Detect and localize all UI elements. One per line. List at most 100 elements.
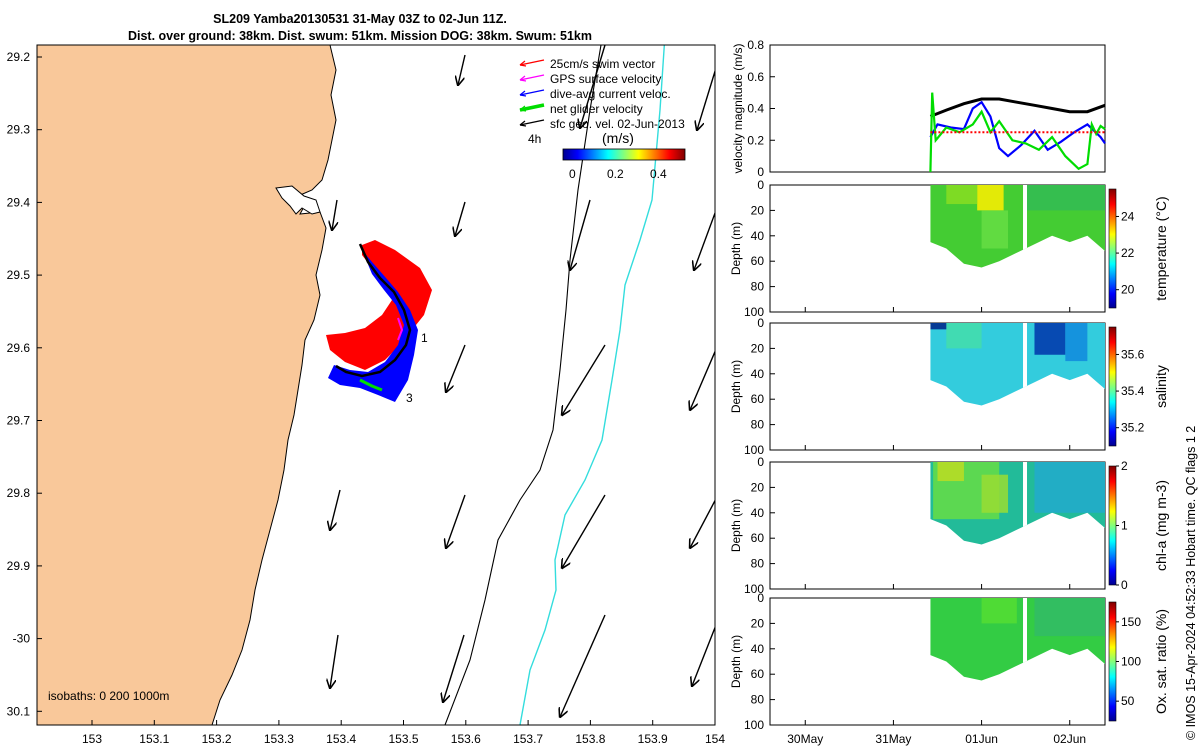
section-ylabel: Depth (m)	[729, 222, 743, 275]
section-ytick-label: 80	[751, 693, 765, 707]
section-colorbar	[1108, 465, 1117, 586]
time-xtick-label: 01Jun	[965, 732, 998, 746]
map-ytick-label: 29.3	[7, 123, 31, 137]
section-ytick-label: 80	[751, 280, 765, 294]
geo-velocity-arrow	[458, 54, 466, 85]
colorbar-tick-label: 22	[1121, 246, 1135, 260]
map-xtick-label: 153.7	[513, 732, 543, 746]
section-ytick-label: 80	[751, 418, 765, 432]
section-patch	[1034, 323, 1066, 355]
geo-velocity-arrow	[570, 199, 591, 270]
section-patch	[937, 462, 964, 482]
section-ytick-label: 100	[744, 582, 764, 596]
legend-label: net glider velocity	[550, 102, 643, 116]
geo-velocity-arrow	[562, 494, 606, 568]
section-ytick-label: 80	[751, 557, 765, 571]
section-patch	[1034, 462, 1105, 513]
section-ytick-label: 0	[757, 455, 764, 469]
section-ytick-label: 40	[751, 229, 765, 243]
section-ytick-label: 40	[751, 642, 765, 656]
section-patch	[981, 598, 1017, 624]
section-ylabel: Depth (m)	[729, 499, 743, 552]
map-ytick-label: 29.5	[7, 268, 31, 282]
legend-arrowhead	[519, 120, 527, 127]
map-ytick-label: 29.4	[7, 195, 31, 209]
section-ytick-label: 60	[751, 667, 765, 681]
colorbar-label: salinity	[1153, 365, 1169, 408]
net-velocity-segment	[359, 378, 383, 392]
isobath-200m	[444, 45, 602, 725]
land-area	[37, 45, 337, 725]
map-ytick-label: 29.2	[7, 50, 31, 64]
legend-label: sfc geo. vel. 02-Jun-2013	[550, 117, 685, 131]
legend-swatch	[519, 119, 545, 126]
legend-arrowhead	[519, 90, 527, 97]
track-label-1: 1	[421, 331, 428, 345]
colorbar-label: chl-a (mg m-3)	[1153, 480, 1169, 571]
time-xtick-label: 02Jun	[1053, 732, 1086, 746]
legend-arrowhead	[519, 105, 527, 112]
colorbar-tick-label: 100	[1121, 655, 1141, 669]
section-ylabel: Depth (m)	[729, 635, 743, 688]
legend-swatch	[519, 89, 545, 96]
section-ytick-label: 0	[757, 591, 764, 605]
section-patch	[977, 185, 1004, 211]
legend-label: dive-avg current veloc.	[550, 87, 671, 101]
section-ytick-label: 40	[751, 506, 765, 520]
section-panel: 0 20 40 60 80 100 Depth (m) 0 1 2 chl-a (mg m-3)	[729, 455, 1169, 596]
velocity-ytick-label: 0.4	[747, 102, 764, 116]
colorbar-tick-label: 35.6	[1121, 347, 1145, 361]
section-ytick-label: 20	[751, 480, 765, 494]
map-ytick-label: 29.7	[7, 414, 31, 428]
credit-text: © IMOS 15-Apr-2024 04:52:33 Hobart time.…	[1184, 425, 1198, 740]
velocity-series-line	[929, 100, 1106, 158]
velocity-ytick-label: 0.8	[747, 38, 764, 52]
geo-velocity-arrow	[332, 199, 337, 230]
speed-colorbar	[562, 148, 686, 161]
section-patch	[1034, 598, 1105, 637]
map-xtick-label: 154	[705, 732, 725, 746]
section-patch	[946, 185, 978, 205]
section-ytick-label: 0	[757, 316, 764, 330]
legend-swatch	[519, 74, 545, 81]
map-xtick-label: 153.4	[326, 732, 356, 746]
section-panel: 0 20 40 60 80 100 Depth (m) 20 22 24 temperature (…	[729, 178, 1169, 319]
geo-velocity-arrow	[690, 349, 715, 410]
glider-track	[326, 240, 432, 402]
section-ytick-label: 0	[757, 178, 764, 192]
colorbar-tick-label: 150	[1121, 615, 1141, 629]
map-ytick-label: 30.1	[7, 704, 31, 718]
section-patch	[1065, 323, 1088, 362]
section-patch	[930, 323, 947, 330]
velocity-ytick-label: 0.2	[747, 133, 764, 147]
map-ytick-label: 29.6	[7, 341, 31, 355]
colorbar-tick-label: 35.2	[1121, 421, 1145, 435]
colorbar-units: (m/s)	[602, 130, 634, 146]
chart-title-line-1: SL209 Yamba20130531 31-May 03Z to 02-Jun…	[213, 12, 507, 26]
section-ytick-label: 100	[744, 305, 764, 319]
velocity-series-line	[929, 97, 1106, 118]
dive-avg-vector-cluster	[328, 250, 418, 402]
section-gap	[1023, 185, 1028, 268]
map-panel: 1 3 isobaths: 0 200 1000m 153 153.1 153.2 1…	[7, 44, 725, 746]
section-gap	[1023, 462, 1028, 545]
legend-arrowhead	[519, 75, 527, 82]
section-ylabel: Depth (m)	[729, 360, 743, 413]
isobaths-label: isobaths: 0 200 1000m	[48, 689, 169, 703]
section-patch	[981, 210, 1009, 249]
isobath-1000m	[519, 45, 666, 725]
colorbar-tick-label: 35.4	[1121, 384, 1145, 398]
geo-velocity-arrow	[443, 634, 465, 702]
map-ytick-label: -30	[13, 632, 31, 646]
legend-swatch	[519, 59, 545, 66]
geo-velocity-arrow	[692, 625, 715, 686]
map-xtick-label: 153	[82, 732, 102, 746]
colorbar-tick-label: 0	[1121, 578, 1128, 592]
section-patch	[1025, 185, 1105, 211]
map-xtick-label: 153.8	[575, 732, 605, 746]
section-colorbar	[1108, 601, 1117, 722]
map-xtick-label: 153.3	[264, 732, 294, 746]
